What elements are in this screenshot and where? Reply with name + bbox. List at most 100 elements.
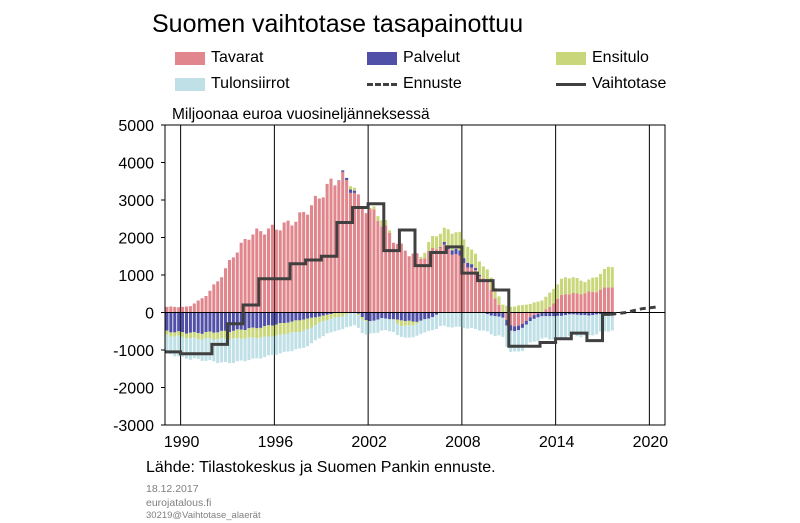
bar-palvelut-111 [599,312,603,314]
bar-palvelut-63 [411,312,415,322]
bar-ensitulo-19 [239,329,243,339]
bar-tavarat-58 [391,242,396,313]
bar-palvelut-83 [489,312,493,316]
bar-palvelut-108 [587,312,591,316]
bar-palvelut-8 [196,312,200,334]
bar-tavarat-30 [282,222,286,313]
bar-palvelut-103 [567,312,571,315]
bar-tavarat-78 [470,267,474,313]
bar-tulonsiirrot-60 [399,326,403,337]
bar-tavarat-7 [192,303,196,313]
bar-tulonsiirrot-22 [251,337,255,359]
bar-ensitulo-107 [583,282,587,294]
bar-tulonsiirrot-48 [352,312,356,326]
bar-tavarat-23 [255,228,259,313]
bar-tavarat-28 [274,229,278,313]
bar-ensitulo-49 [356,313,360,316]
bar-palvelut-0 [165,312,169,331]
bar-tulonsiirrot-102 [563,315,567,339]
bar-ensitulo-16 [227,332,231,340]
legend-swatch-tavarat [175,52,205,65]
bar-ensitulo-48 [352,187,356,191]
bar-tulonsiirrot-55 [380,318,384,331]
bar-tavarat-61 [403,250,407,313]
bar-tavarat-99 [552,303,556,313]
bar-tavarat-10 [204,296,208,313]
bar-ensitulo-61 [403,321,407,326]
bar-tulonsiirrot-54 [376,319,380,333]
bar-palvelut-34 [298,312,302,321]
bar-ensitulo-100 [556,284,560,300]
bar-ensitulo-32 [290,321,294,333]
bar-tavarat-85 [497,305,501,313]
bar-tavarat-69 [434,249,439,313]
bar-tulonsiirrot-10 [204,338,208,361]
date-stamp: 18.12.2017 [146,483,199,495]
bar-tulonsiirrot-40 [321,321,325,337]
bar-palvelut-48 [352,190,356,193]
bar-palvelut-42 [329,312,333,314]
legend-swatch-palvelut [367,52,397,65]
bar-tulonsiirrot-49 [356,315,360,328]
bar-tulonsiirrot-14 [220,338,224,363]
bar-tavarat-6 [188,306,192,313]
bar-palvelut-28 [274,312,278,325]
bar-ensitulo-26 [266,325,271,337]
bar-tulonsiirrot-28 [274,335,278,355]
bar-palvelut-79 [474,267,478,271]
bar-palvelut-40 [321,312,325,316]
bar-ensitulo-42 [329,314,333,319]
bar-tavarat-76 [462,263,466,313]
bar-palvelut-75 [458,250,462,256]
bar-tavarat-70 [438,247,442,313]
bar-tavarat-25 [263,234,267,313]
bar-ensitulo-41 [325,314,329,320]
bar-tulonsiirrot-109 [591,315,595,336]
bar-ensitulo-53 [372,206,376,210]
x-tick-label-2002: 2002 [351,434,387,451]
bar-tavarat-36 [306,214,310,313]
bar-tulonsiirrot-97 [544,316,548,338]
bar-tulonsiirrot-1 [169,336,173,355]
bar-palvelut-53 [372,312,376,321]
bar-tavarat-11 [208,290,212,313]
bar-tavarat-2 [173,306,177,313]
bar-palvelut-98 [548,312,552,317]
bar-tavarat-9 [200,298,204,313]
bar-tulonsiirrot-91 [520,327,524,352]
bar-tulonsiirrot-63 [411,325,415,338]
bar-tavarat-8 [196,300,200,313]
bar-tavarat-3 [177,307,181,313]
bar-palvelut-54 [376,312,380,320]
bar-tulonsiirrot-67 [427,318,431,331]
bar-tulonsiirrot-17 [231,338,235,364]
chart-title: Suomen vaihtotase tasapainottuu [152,10,524,38]
bar-tulonsiirrot-16 [227,339,231,364]
bar-tulonsiirrot-23 [255,338,259,359]
bar-ensitulo-2 [173,332,177,337]
bar-palvelut-107 [583,312,587,316]
bar-tulonsiirrot-15 [224,338,228,362]
bar-palvelut-95 [536,313,540,318]
bar-palvelut-91 [520,323,524,328]
bar-ensitulo-63 [411,321,415,326]
bar-tavarat-1 [169,306,173,313]
bar-tavarat-13 [216,281,220,313]
bar-palvelut-51 [364,312,368,320]
x-tick-label-2014: 2014 [539,434,575,451]
bar-tulonsiirrot-81 [481,312,485,331]
ennuste-line [610,305,658,316]
bar-palvelut-49 [356,312,360,314]
bar-palvelut-10 [204,312,208,332]
bar-palvelut-80 [477,275,481,277]
bar-ensitulo-24 [259,327,263,338]
bar-ensitulo-70 [438,233,442,247]
bar-tavarat-65 [419,258,423,313]
bar-tavarat-74 [454,254,458,313]
bar-tavarat-15 [224,268,228,313]
bar-ensitulo-14 [220,330,224,339]
bar-tulonsiirrot-7 [192,337,196,359]
bar-palvelut-1 [169,312,173,333]
bar-ensitulo-106 [579,280,583,295]
bar-palvelut-31 [286,312,290,323]
